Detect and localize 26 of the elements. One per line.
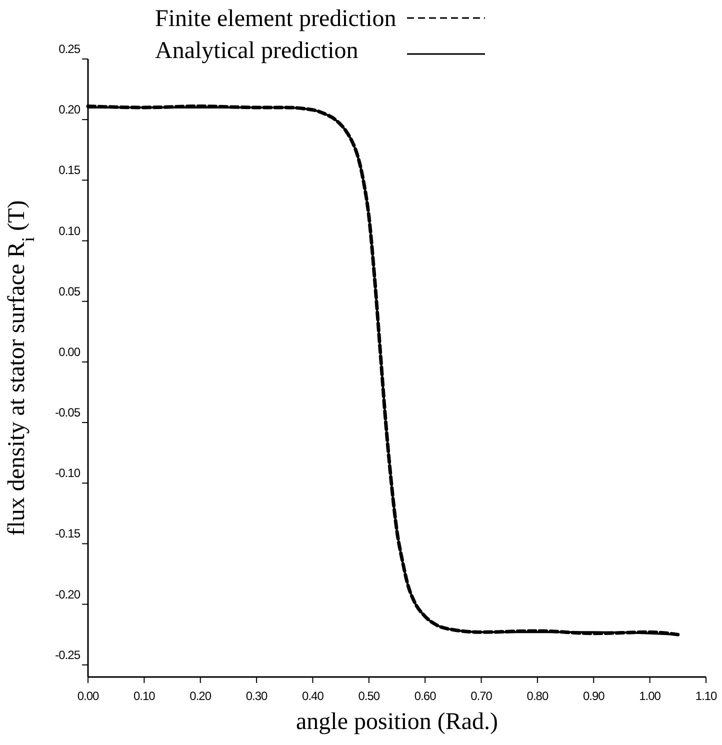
y-tick-label: -0.25 bbox=[55, 648, 81, 662]
legend-label: Analytical prediction bbox=[155, 38, 358, 64]
y-tick-label: 0.10 bbox=[58, 224, 81, 238]
x-tick-label: 1.10 bbox=[695, 689, 718, 703]
x-tick-label: 0.00 bbox=[77, 689, 100, 703]
x-tick-label: 0.60 bbox=[414, 689, 437, 703]
y-tick-label: 0.15 bbox=[58, 163, 81, 178]
y-tick-label: 0.20 bbox=[58, 102, 81, 117]
y-tick-label: 0.25 bbox=[58, 42, 81, 56]
x-tick-label: 0.90 bbox=[582, 689, 606, 703]
x-tick-label: 1.00 bbox=[639, 689, 662, 703]
x-axis-title: angle position (Rad.) bbox=[296, 709, 498, 735]
y-tick-label: -0.10 bbox=[55, 466, 81, 480]
x-tick-label: 0.80 bbox=[526, 689, 549, 703]
y-tick-label: 0.05 bbox=[58, 284, 81, 298]
x-tick-label: 0.40 bbox=[302, 689, 324, 703]
x-tick-label: 0.50 bbox=[358, 689, 380, 703]
y-tick-label: 0.00 bbox=[58, 344, 81, 359]
y-tick-label: -0.15 bbox=[55, 526, 81, 541]
x-tick-label: 0.20 bbox=[190, 689, 212, 703]
x-tick-label: 0.10 bbox=[134, 689, 156, 703]
x-tick-label: 0.70 bbox=[470, 689, 493, 703]
x-tick-label: 0.30 bbox=[246, 689, 268, 703]
y-tick-label: -0.05 bbox=[55, 406, 81, 420]
legend-label: Finite element prediction bbox=[155, 6, 396, 32]
y-tick-label: -0.20 bbox=[55, 587, 81, 602]
